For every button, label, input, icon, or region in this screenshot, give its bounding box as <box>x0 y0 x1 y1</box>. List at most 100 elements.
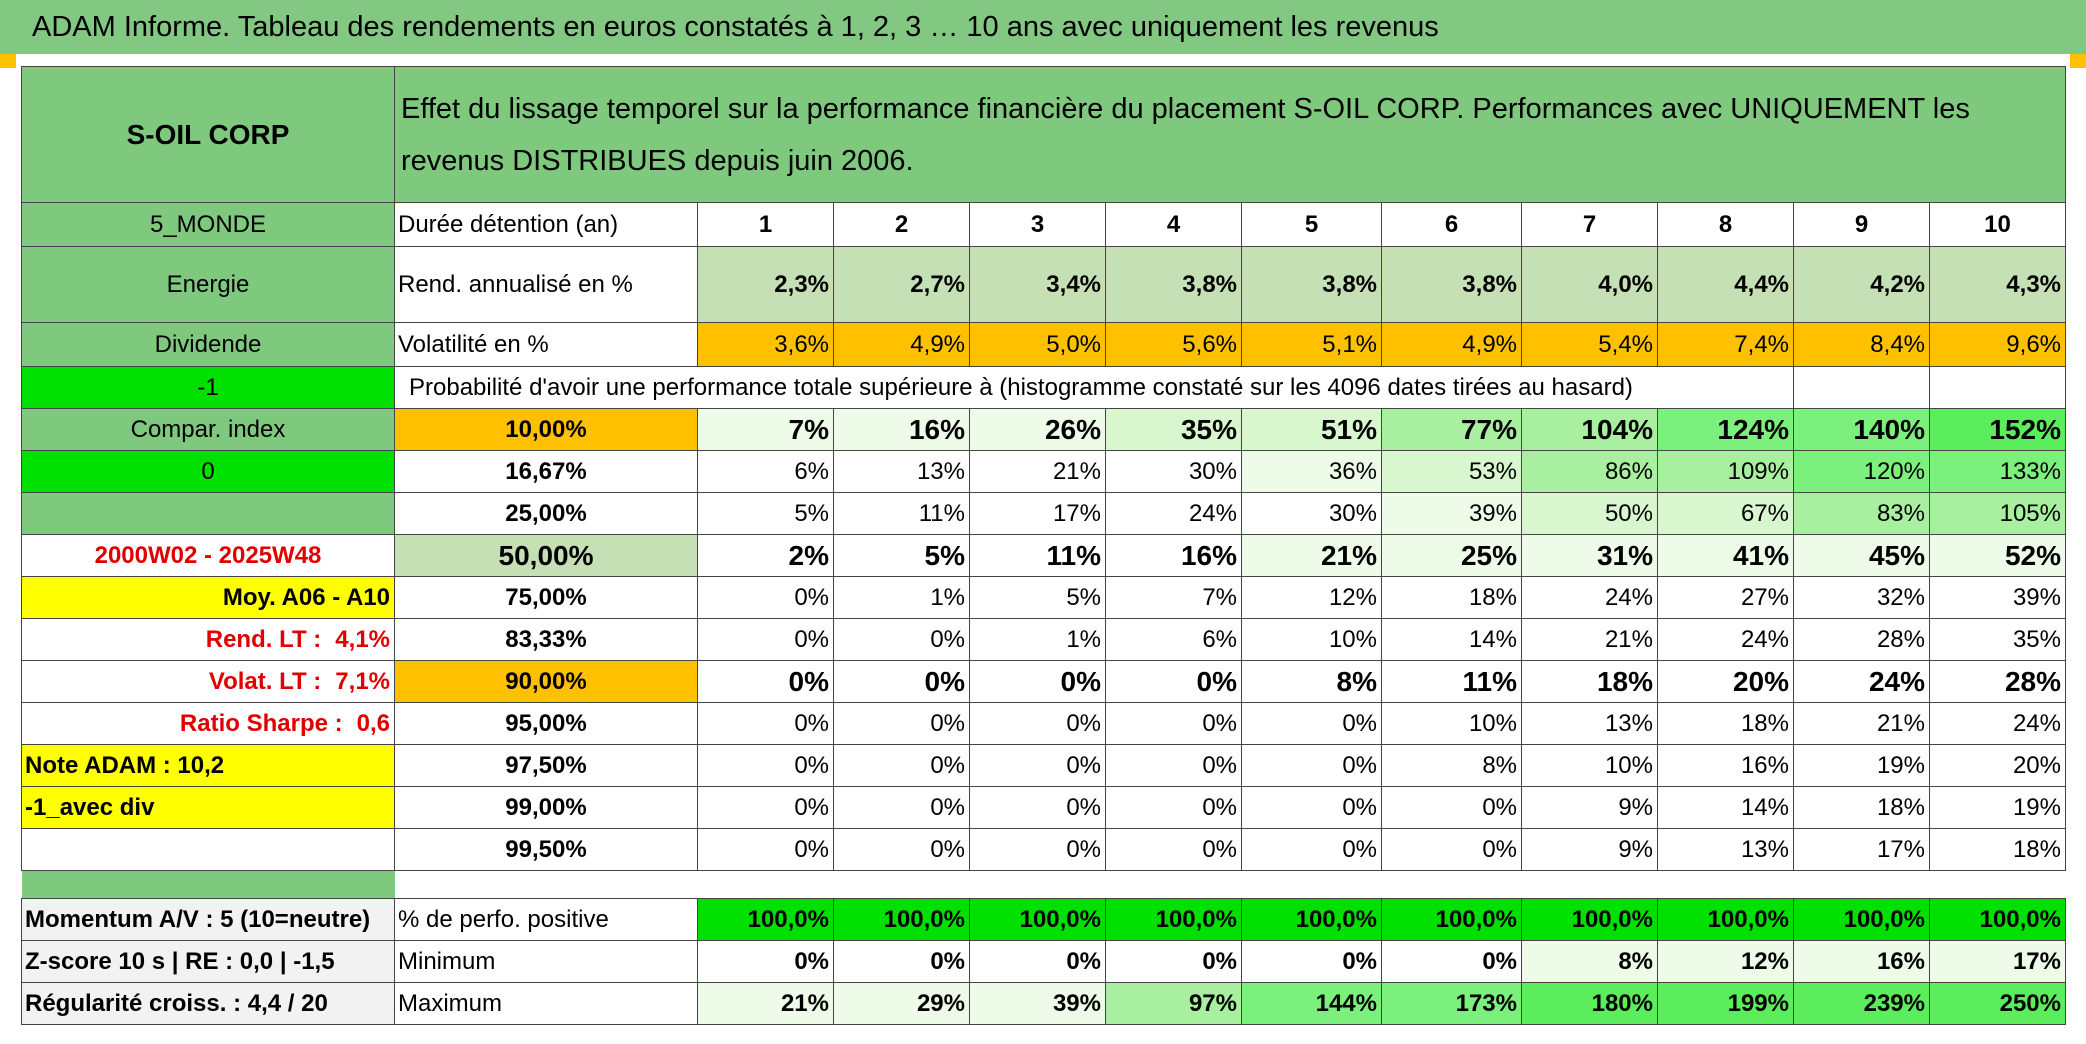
rend-value: 3,8% <box>1241 246 1382 323</box>
probability-value: 0% <box>833 702 970 745</box>
probability-value: 0% <box>697 828 834 871</box>
probability-value: 0% <box>833 828 970 871</box>
spacer-cell <box>21 870 395 899</box>
probability-value: 18% <box>1381 576 1522 619</box>
probability-value: 24% <box>1657 618 1794 661</box>
probability-value: 109% <box>1657 450 1794 493</box>
with-dividend-label: -1_avec div <box>21 786 395 829</box>
probability-value: 24% <box>1929 702 2066 745</box>
positive-value: 100,0% <box>1793 898 1930 941</box>
probability-value: 30% <box>1105 450 1242 493</box>
volat-value: 3,6% <box>697 322 834 367</box>
probability-value: 11% <box>969 534 1106 577</box>
probability-value: 6% <box>1105 618 1242 661</box>
probability-title: Probabilité d'avoir une performance tota… <box>394 366 1794 409</box>
volat-value: 7,4% <box>1657 322 1794 367</box>
volat-value: 4,9% <box>1381 322 1522 367</box>
table-row <box>21 870 2066 899</box>
probability-value: 53% <box>1381 450 1522 493</box>
probability-value: 0% <box>1241 744 1382 787</box>
positive-value: 100,0% <box>697 898 834 941</box>
probability-value: 0% <box>1105 744 1242 787</box>
minimum-value: 0% <box>969 940 1106 983</box>
year-header: 5 <box>1241 202 1382 247</box>
empty-cell <box>21 492 395 535</box>
year-header: 4 <box>1105 202 1242 247</box>
probability-value: 0% <box>1381 786 1522 829</box>
probability-threshold: 25,00% <box>394 492 698 535</box>
probability-value: 0% <box>833 786 970 829</box>
compar-index-label: Compar. index <box>21 408 395 451</box>
table-row: Z-score 10 s | RE : 0,0 | -1,5 Minimum 0% 0… <box>21 940 2066 983</box>
probability-value: 13% <box>833 450 970 493</box>
volat-value: 5,6% <box>1105 322 1242 367</box>
probability-value: 32% <box>1793 576 1930 619</box>
minimum-value: 0% <box>833 940 970 983</box>
rend-lt-value: 4,1% <box>335 625 390 653</box>
corner-marker <box>2070 54 2086 68</box>
probability-value: 19% <box>1929 786 2066 829</box>
probability-value: 20% <box>1929 744 2066 787</box>
maximum-value: 144% <box>1241 982 1382 1025</box>
table-body: S-OIL CORP Effet du lissage temporel sur … <box>21 66 2066 1025</box>
maximum-value: 250% <box>1929 982 2066 1025</box>
probability-value: 24% <box>1105 492 1242 535</box>
positive-value: 100,0% <box>1105 898 1242 941</box>
rend-value: 2,7% <box>833 246 970 323</box>
probability-value: 6% <box>697 450 834 493</box>
table-row: S-OIL CORP Effet du lissage temporel sur … <box>21 66 2066 203</box>
rend-value: 3,8% <box>1105 246 1242 323</box>
maximum-value: 29% <box>833 982 970 1025</box>
table-row: -1_avec div 99,00% 0% 0% 0% 0% 0% 0% 9% 14% 18% 19% <box>21 786 2066 829</box>
table-row: Energie Rend. annualisé en % 2,3% 2,7% 3,4% 3… <box>21 246 2066 323</box>
positive-value: 100,0% <box>1381 898 1522 941</box>
probability-value: 0% <box>969 786 1106 829</box>
sharpe-value: 0,6 <box>356 709 390 737</box>
probability-value: 27% <box>1657 576 1794 619</box>
volat-value: 5,0% <box>969 322 1106 367</box>
probability-value: 0% <box>697 576 834 619</box>
table-row: 25,00% 5% 11% 17% 24% 30% 39% 50% 67% 83% 105% <box>21 492 2066 535</box>
adam-note: Note ADAM : 10,2 <box>21 744 395 787</box>
probability-value: 5% <box>833 534 970 577</box>
probability-threshold: 99,50% <box>394 828 698 871</box>
maximum-value: 239% <box>1793 982 1930 1025</box>
probability-value: 0% <box>833 744 970 787</box>
probability-threshold: 97,50% <box>394 744 698 787</box>
rend-value: 4,2% <box>1793 246 1930 323</box>
volat-lt-value: 7,1% <box>335 667 390 695</box>
maximum-value: 97% <box>1105 982 1242 1025</box>
probability-value: 77% <box>1381 408 1522 451</box>
probability-value: 17% <box>1793 828 1930 871</box>
year-header: 2 <box>833 202 970 247</box>
table-row: Régularité croiss. : 4,4 / 20 Maximum 21% 2… <box>21 982 2066 1025</box>
probability-value: 35% <box>1929 618 2066 661</box>
probability-value: 0% <box>1241 828 1382 871</box>
probability-value: 83% <box>1793 492 1930 535</box>
flag-cell: -1 <box>21 366 395 409</box>
probability-value: 21% <box>1241 534 1382 577</box>
probability-value: 11% <box>1381 660 1522 703</box>
probability-value: 8% <box>1381 744 1522 787</box>
maximum-value: 180% <box>1521 982 1658 1025</box>
probability-value: 0% <box>1105 702 1242 745</box>
table-row: Ratio Sharpe :0,6 95,00% 0% 0% 0% 0% 0% 10% 13% 1… <box>21 702 2066 745</box>
probability-value: 12% <box>1241 576 1382 619</box>
probability-value: 0% <box>969 702 1106 745</box>
volat-value: 5,1% <box>1241 322 1382 367</box>
sharpe-label: Ratio Sharpe : <box>179 709 343 737</box>
table-row: Rend. LT :4,1% 83,33% 0% 0% 1% 6% 10% 14% 21% 24%… <box>21 618 2066 661</box>
rend-value: 4,0% <box>1521 246 1658 323</box>
probability-value: 0% <box>1105 828 1242 871</box>
probability-value: 17% <box>969 492 1106 535</box>
probability-value: 13% <box>1521 702 1658 745</box>
table-row: 99,50% 0% 0% 0% 0% 0% 0% 9% 13% 17% 18% <box>21 828 2066 871</box>
probability-value: 7% <box>697 408 834 451</box>
probability-value: 31% <box>1521 534 1658 577</box>
probability-value: 14% <box>1381 618 1522 661</box>
table-row: Compar. index 10,00% 7% 16% 26% 35% 51% 77% 104%… <box>21 408 2066 451</box>
probability-value: 0% <box>833 660 970 703</box>
volat-value: 4,9% <box>833 322 970 367</box>
rend-value: 3,8% <box>1381 246 1522 323</box>
duration-label: Durée détention (an) <box>394 202 698 247</box>
